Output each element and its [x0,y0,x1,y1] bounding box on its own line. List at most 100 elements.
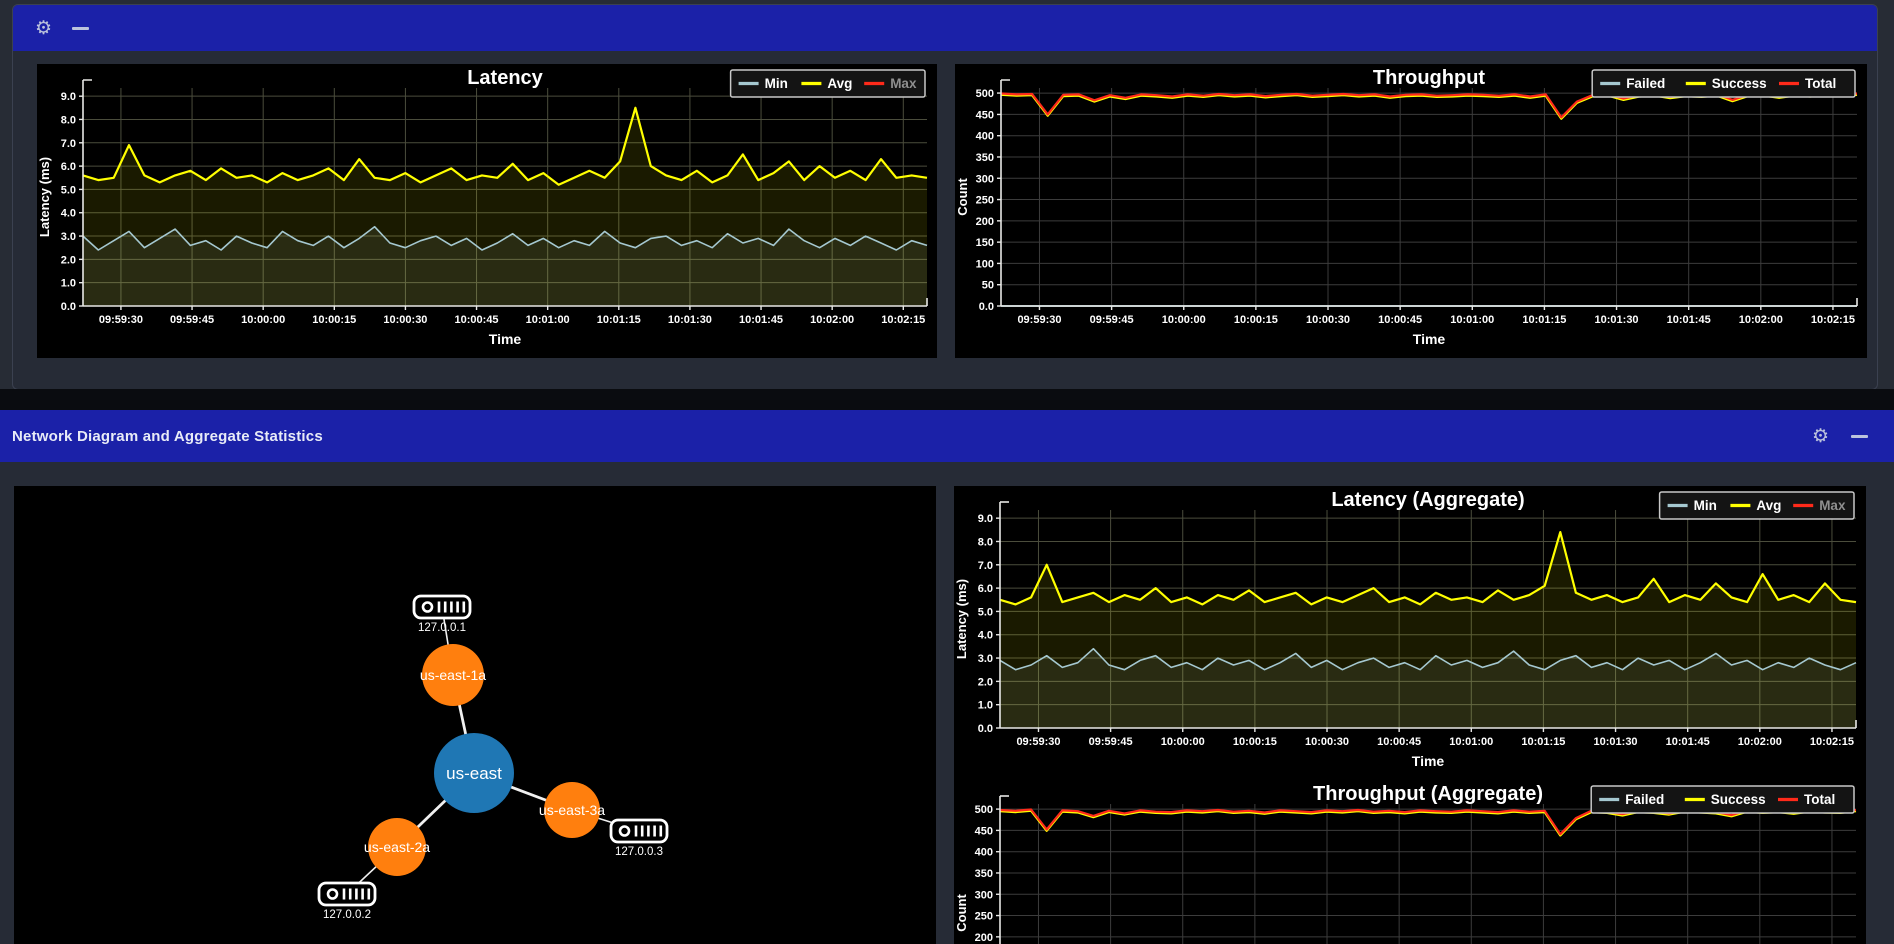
svg-text:10:00:30: 10:00:30 [1305,736,1349,748]
gear-icon[interactable]: ⚙ [1811,425,1829,447]
svg-text:10:01:00: 10:01:00 [1449,736,1493,748]
svg-text:Success: Success [1711,792,1766,807]
svg-text:10:02:15: 10:02:15 [1810,736,1854,748]
svg-text:450: 450 [975,825,993,837]
svg-text:6.0: 6.0 [61,161,76,173]
svg-text:10:00:00: 10:00:00 [1161,736,1205,748]
network-window-titlebar: Network Diagram and Aggregate Statistics… [0,410,1894,462]
svg-text:8.0: 8.0 [61,114,76,126]
legend-box [1658,491,1855,520]
svg-text:1.0: 1.0 [61,278,76,290]
svg-text:Latency (Aggregate): Latency (Aggregate) [1331,489,1524,511]
svg-text:Latency (ms): Latency (ms) [37,157,52,237]
series-fill-min [83,226,927,306]
svg-text:5.0: 5.0 [61,184,76,196]
svg-text:10:00:15: 10:00:15 [312,314,356,326]
network-diagram: 127.0.0.1 127.0.0.2 127.0.0.3 us-east us-eas… [317,594,669,921]
svg-text:Time: Time [1413,331,1446,347]
svg-text:8.0: 8.0 [978,536,993,548]
network-window-body: 127.0.0.1 127.0.0.2 127.0.0.3 us-east us-eas… [0,462,1894,944]
svg-text:Failed: Failed [1626,76,1665,91]
svg-text:Avg: Avg [1756,498,1781,513]
minimize-icon[interactable] [72,26,90,30]
svg-text:Total: Total [1805,76,1836,91]
series-fill-min [1000,648,1856,728]
svg-text:09:59:45: 09:59:45 [170,314,214,326]
throughput-aggregate-chart: 0.05010015020025030035040045050009:59:30… [954,783,1857,944]
svg-text:350: 350 [975,868,993,880]
svg-text:Total: Total [1804,792,1835,807]
svg-text:10:00:15: 10:00:15 [1233,736,1277,748]
series-fill-avg [1000,532,1856,728]
grid [1001,88,1857,307]
svg-text:250: 250 [975,911,993,923]
throughput-chart: 0.0 50 100 150 200 250 300 350 400 450 500 09:59:30… [955,67,1858,347]
diagram-node-us-east-2a[interactable]: us-east-2a [364,818,430,876]
svg-text:10:01:15: 10:01:15 [1522,314,1566,326]
svg-text:09:59:30: 09:59:30 [1017,314,1061,326]
svg-text:10:01:00: 10:01:00 [1450,314,1494,326]
latency-chart: 0.0 1.0 2.0 3.0 4.0 5.0 6.0 7.0 8.0 9.0 09:59:30 09… [37,67,928,347]
svg-text:us-east-2a: us-east-2a [364,839,430,855]
svg-text:10:01:45: 10:01:45 [1667,314,1711,326]
svg-text:10:00:45: 10:00:45 [1378,314,1422,326]
svg-text:10:01:30: 10:01:30 [1595,314,1639,326]
svg-text:127.0.0.3: 127.0.0.3 [615,846,663,858]
diagram-node-us-east-1a[interactable]: us-east-1a [420,644,486,706]
diagram-server-127.0.0.3[interactable]: 127.0.0.3 [609,818,669,858]
grid [1000,804,1856,944]
svg-text:10:01:00: 10:01:00 [526,314,570,326]
svg-text:200: 200 [975,932,993,944]
series-line-min [82,225,928,251]
svg-text:3.0: 3.0 [61,231,76,243]
svg-text:7.0: 7.0 [61,138,76,150]
svg-text:350: 350 [976,152,994,164]
svg-text:10:02:00: 10:02:00 [810,314,854,326]
window-gap [0,389,1894,410]
svg-text:10:00:15: 10:00:15 [1234,314,1278,326]
svg-text:Max: Max [890,76,917,91]
svg-text:10:00:00: 10:00:00 [1162,314,1206,326]
diagram-server-127.0.0.2[interactable]: 127.0.0.2 [317,881,377,921]
diagram-node-us-east[interactable]: us-east [434,733,514,813]
svg-text:Latency (ms): Latency (ms) [954,579,969,659]
latency-chart-container: 0.0 1.0 2.0 3.0 4.0 5.0 6.0 7.0 8.0 9.0 09:59:30 09… [37,64,937,358]
svg-text:5.0: 5.0 [978,606,993,618]
svg-text:9.0: 9.0 [978,513,993,525]
svg-text:10:01:45: 10:01:45 [1666,736,1710,748]
svg-text:us-east-3a: us-east-3a [539,802,605,818]
svg-text:2.0: 2.0 [978,676,993,688]
svg-text:500: 500 [975,804,993,816]
svg-text:10:01:30: 10:01:30 [668,314,712,326]
series-line-avg [999,530,1857,606]
gear-icon[interactable]: ⚙ [35,17,53,39]
svg-text:10:00:30: 10:00:30 [1306,314,1350,326]
legend-box [729,69,926,98]
legend-box [1590,785,1855,814]
svg-text:09:59:30: 09:59:30 [99,314,143,326]
svg-text:09:59:45: 09:59:45 [1090,314,1134,326]
svg-text:150: 150 [976,237,994,249]
svg-text:2.0: 2.0 [61,254,76,266]
network-diagram-container: 127.0.0.1 127.0.0.2 127.0.0.3 us-east us-eas… [14,486,936,944]
minimize-icon[interactable] [1851,434,1868,438]
series-line-min [999,647,1857,671]
diagram-node-us-east-3a[interactable]: us-east-3a [539,782,605,838]
svg-text:Avg: Avg [827,76,852,91]
diagram-server-127.0.0.1[interactable]: 127.0.0.1 [412,594,472,634]
svg-text:10:01:15: 10:01:15 [597,314,641,326]
svg-text:0.0: 0.0 [979,301,994,313]
series-line-avg [82,106,928,186]
svg-text:09:59:30: 09:59:30 [1016,736,1060,748]
svg-text:Min: Min [765,76,788,91]
svg-text:6.0: 6.0 [978,583,993,595]
svg-text:us-east: us-east [446,764,502,783]
svg-text:1.0: 1.0 [978,700,993,712]
svg-text:10:02:00: 10:02:00 [1739,314,1783,326]
svg-text:Min: Min [1694,498,1717,513]
series-fill-avg [83,107,927,306]
svg-text:Count: Count [955,178,970,216]
legend-box [1591,69,1856,98]
svg-text:Throughput (Aggregate): Throughput (Aggregate) [1313,783,1543,805]
